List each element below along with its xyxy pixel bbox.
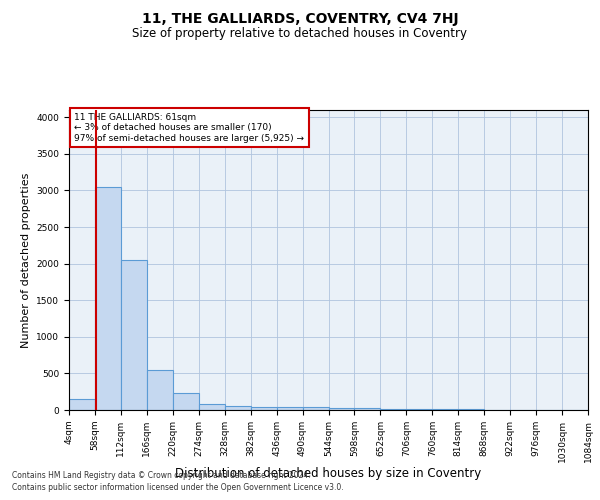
Bar [199,404,224,410]
Text: 11, THE GALLIARDS, COVENTRY, CV4 7HJ: 11, THE GALLIARDS, COVENTRY, CV4 7HJ [142,12,458,26]
Bar [225,406,251,410]
Bar [147,370,173,410]
Text: Size of property relative to detached houses in Coventry: Size of property relative to detached ho… [133,28,467,40]
Bar [251,407,277,410]
Bar [329,408,355,410]
Bar [380,408,406,410]
Bar [277,407,302,410]
Y-axis label: Number of detached properties: Number of detached properties [21,172,31,348]
Bar [406,409,432,410]
Bar [121,260,147,410]
Text: 11 THE GALLIARDS: 61sqm
← 3% of detached houses are smaller (170)
97% of semi-de: 11 THE GALLIARDS: 61sqm ← 3% of detached… [74,113,304,143]
Bar [69,399,95,410]
Text: Contains public sector information licensed under the Open Government Licence v3: Contains public sector information licen… [12,483,344,492]
Bar [173,393,199,410]
Bar [302,407,329,410]
Text: Contains HM Land Registry data © Crown copyright and database right 2024.: Contains HM Land Registry data © Crown c… [12,470,311,480]
Bar [355,408,380,410]
Bar [95,187,121,410]
X-axis label: Distribution of detached houses by size in Coventry: Distribution of detached houses by size … [175,468,482,480]
